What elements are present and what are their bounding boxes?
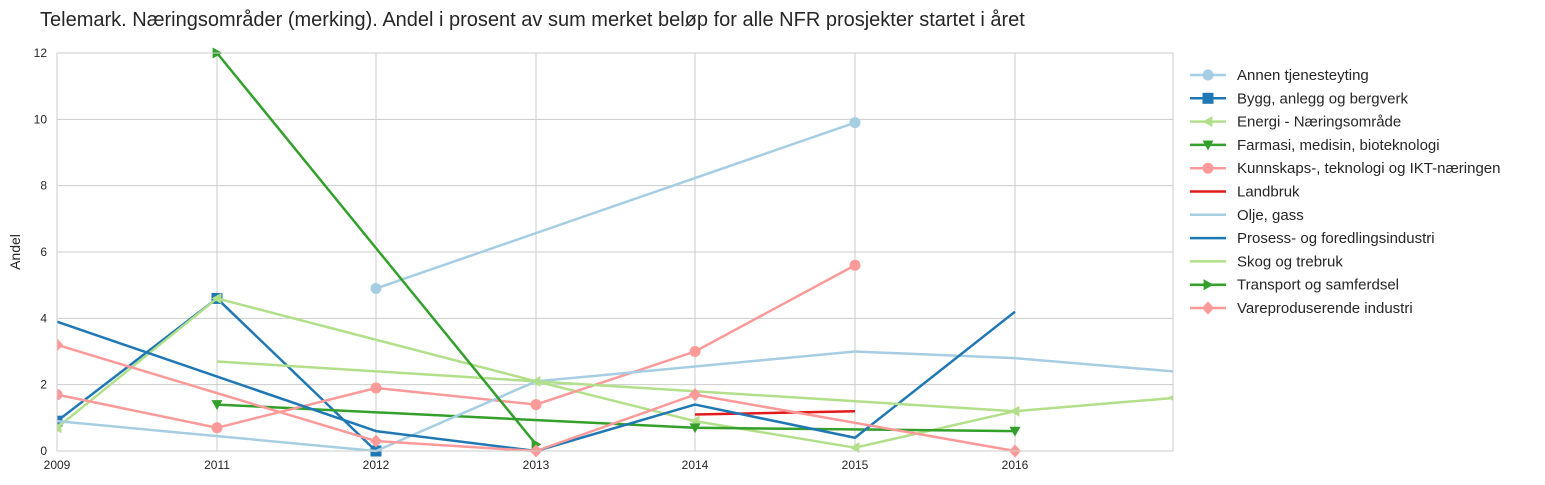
legend-marker bbox=[1202, 162, 1214, 174]
data-point bbox=[57, 389, 63, 401]
legend-label: Vareproduserende industri bbox=[1237, 300, 1413, 317]
data-point bbox=[211, 400, 223, 411]
x-tick-label: 2014 bbox=[682, 458, 709, 472]
chart-title: Telemark. Næringsområder (merking). Ande… bbox=[40, 9, 1025, 31]
legend-item: Energi - Næringsområde bbox=[1190, 114, 1401, 131]
data-point bbox=[689, 423, 701, 434]
data-point bbox=[849, 117, 861, 129]
data-point bbox=[211, 292, 222, 304]
series-8 bbox=[216, 360, 1016, 413]
legend-label: Farmasi, medisin, bioteknologi bbox=[1237, 137, 1440, 154]
axis-ticks: 2009 2011 2012 2013 2014 2015 2016 0 2 4 6 8 10 12 bbox=[34, 46, 1029, 472]
legend-label: Olje, gass bbox=[1237, 207, 1304, 224]
series-line bbox=[375, 121, 856, 290]
legend-item: Vareproduserende industri bbox=[1190, 300, 1413, 317]
legend-label: Skog og trebruk bbox=[1237, 253, 1343, 270]
legend: Annen tjenesteyting Bygg, anlegg og bergv… bbox=[1190, 67, 1501, 317]
legend-label: Prosess- og foredlingsindustri bbox=[1237, 230, 1435, 247]
data-point bbox=[370, 282, 382, 294]
legend-label: Kunnskaps-, teknologi og IKT-næringen bbox=[1237, 160, 1501, 177]
legend-item: Transport og samferdsel bbox=[1190, 277, 1399, 294]
legend-item: Kunnskaps-, teknologi og IKT-næringen bbox=[1190, 160, 1501, 177]
series-line bbox=[57, 264, 856, 430]
x-tick-label: 2012 bbox=[363, 458, 390, 472]
data-point bbox=[849, 442, 860, 454]
legend-item: Prosess- og foredlingsindustri bbox=[1190, 230, 1435, 247]
series-0 bbox=[370, 117, 861, 294]
y-tick-label: 2 bbox=[40, 378, 47, 392]
data-point bbox=[369, 434, 383, 448]
series-line bbox=[57, 310, 1016, 453]
grid-lines bbox=[57, 53, 1173, 451]
data-point bbox=[1167, 394, 1173, 401]
y-tick-label: 8 bbox=[40, 179, 47, 193]
series-line bbox=[57, 350, 1173, 453]
legend-label: Annen tjenesteyting bbox=[1237, 67, 1369, 84]
series-4 bbox=[57, 259, 861, 434]
series-line bbox=[216, 360, 1016, 413]
series-line bbox=[694, 409, 856, 416]
data-point bbox=[849, 259, 861, 271]
legend-item: Olje, gass bbox=[1190, 207, 1304, 224]
legend-marker bbox=[1202, 140, 1214, 151]
plot-frame bbox=[56, 52, 1174, 452]
series-line bbox=[216, 52, 537, 446]
y-tick-label: 10 bbox=[34, 112, 48, 126]
x-tick-label: 2015 bbox=[842, 458, 869, 472]
legend-marker bbox=[1203, 279, 1214, 291]
x-tick-label: 2011 bbox=[204, 458, 230, 472]
legend-item: Landbruk bbox=[1190, 184, 1300, 201]
data-point bbox=[689, 346, 701, 357]
legend-label: Landbruk bbox=[1237, 184, 1300, 201]
legend-marker bbox=[1201, 301, 1215, 315]
y-axis-title: Andel bbox=[7, 234, 23, 270]
x-tick-label: 2013 bbox=[523, 458, 550, 472]
legend-marker bbox=[1202, 116, 1213, 128]
data-point bbox=[57, 338, 64, 352]
series-6 bbox=[57, 350, 1173, 453]
legend-label: Energi - Næringsområde bbox=[1237, 114, 1401, 131]
legend-marker bbox=[1202, 92, 1214, 104]
legend-marker bbox=[1202, 69, 1214, 81]
series-5 bbox=[694, 409, 856, 416]
legend-item: Annen tjenesteyting bbox=[1190, 67, 1369, 84]
data-point bbox=[688, 388, 702, 402]
legend-item: Farmasi, medisin, bioteknologi bbox=[1190, 137, 1440, 154]
data-point bbox=[1009, 426, 1021, 437]
legend-label: Bygg, anlegg og bergverk bbox=[1237, 90, 1408, 107]
x-tick-label: 2016 bbox=[1002, 458, 1029, 472]
data-point bbox=[530, 399, 542, 411]
data-point bbox=[211, 422, 223, 434]
y-tick-label: 6 bbox=[40, 245, 47, 259]
series-3 bbox=[211, 400, 1021, 437]
y-tick-label: 12 bbox=[34, 46, 48, 60]
legend-label: Transport og samferdsel bbox=[1237, 277, 1399, 294]
legend-item: Bygg, anlegg og bergverk bbox=[1190, 90, 1408, 107]
y-tick-label: 4 bbox=[40, 311, 47, 325]
y-tick-label: 0 bbox=[40, 444, 47, 458]
data-point bbox=[57, 422, 62, 434]
series-7 bbox=[57, 310, 1016, 453]
x-tick-label: 2009 bbox=[44, 458, 71, 472]
legend-item: Skog og trebruk bbox=[1190, 253, 1343, 270]
data-point bbox=[370, 382, 382, 394]
